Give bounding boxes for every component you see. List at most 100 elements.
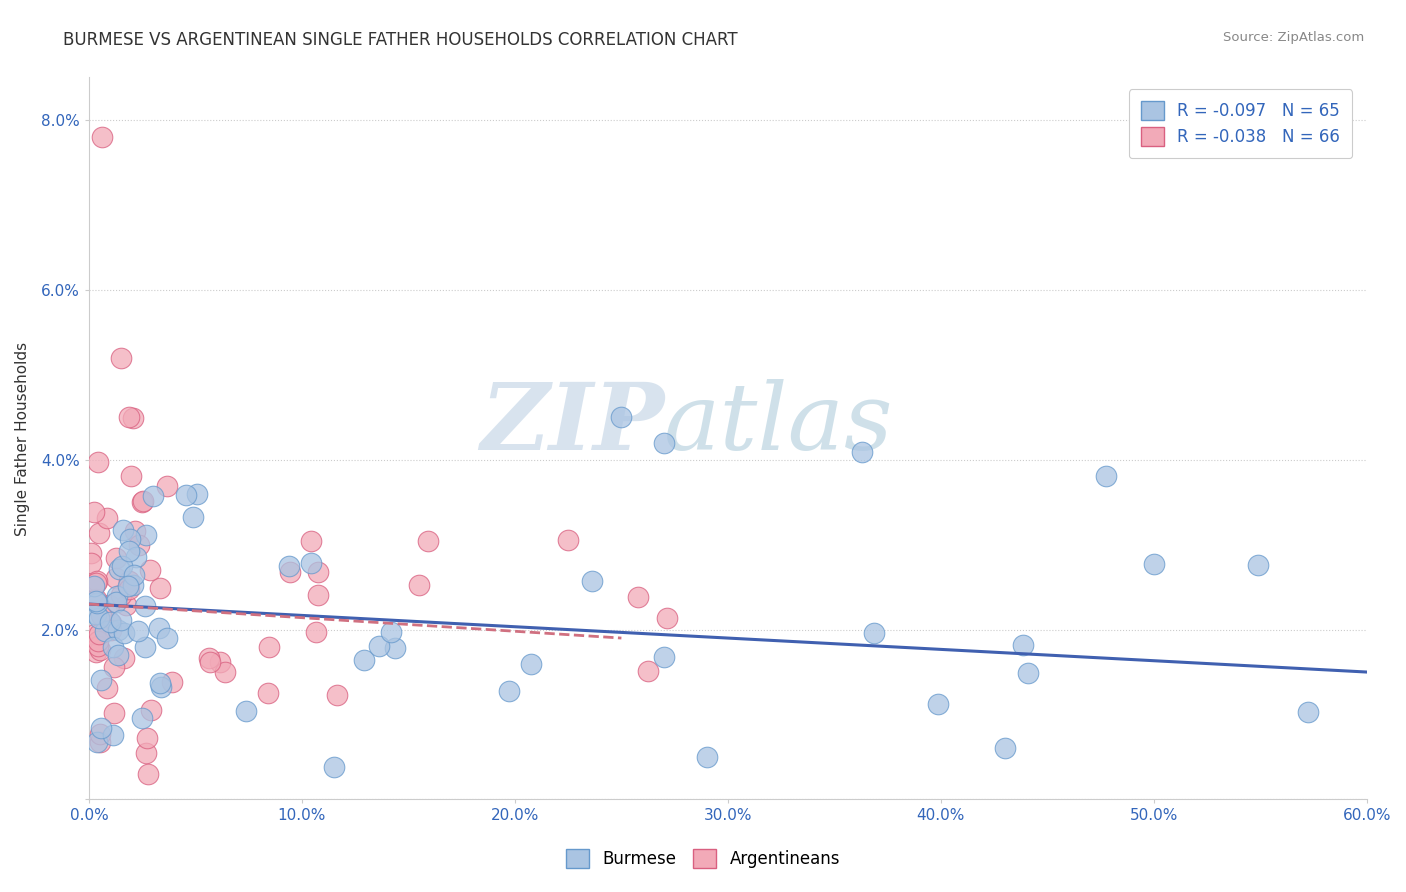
Point (89, 526, 111, 541)
Point (112, 625, 135, 640)
Point (115, 598, 138, 612)
Point (110, 351, 132, 365)
Point (138, 767, 160, 781)
Point (118, 410, 141, 425)
Point (148, 621, 170, 635)
Point (83, 505, 105, 519)
Point (90, 129, 112, 144)
Point (1143, 558, 1166, 572)
Point (87, 639, 110, 653)
Point (105, 595, 128, 609)
Point (927, 698, 949, 712)
Point (131, 711, 153, 725)
Point (520, 657, 543, 671)
Point (149, 676, 172, 690)
Point (87, 611, 110, 625)
Point (122, 578, 145, 592)
Point (94, 624, 117, 639)
Point (89, 727, 111, 741)
Point (305, 625, 328, 640)
Point (208, 656, 231, 670)
Point (107, 623, 129, 637)
Point (136, 731, 159, 746)
Point (307, 588, 329, 602)
Point (105, 551, 128, 566)
Point (84, 575, 107, 590)
Point (1012, 638, 1035, 652)
Point (408, 578, 430, 592)
Point (124, 524, 146, 538)
Point (142, 489, 165, 503)
Point (84, 594, 107, 608)
Y-axis label: Single Father Households: Single Father Households (15, 342, 30, 535)
Point (322, 760, 344, 774)
Point (118, 574, 141, 589)
Point (90, 721, 112, 735)
Point (135, 527, 157, 541)
Point (416, 534, 439, 549)
Point (118, 582, 141, 596)
Point (103, 659, 125, 673)
Point (384, 640, 406, 655)
Point (86, 592, 108, 607)
Point (627, 590, 650, 604)
Point (257, 640, 280, 654)
Legend: R = -0.097   N = 65, R = -0.038   N = 66: R = -0.097 N = 65, R = -0.038 N = 66 (1129, 89, 1353, 158)
Point (122, 410, 145, 425)
Point (84, 607, 107, 622)
Point (183, 509, 205, 524)
Point (174, 488, 197, 502)
Point (111, 523, 134, 537)
Point (160, 674, 183, 689)
Point (299, 556, 322, 570)
Point (1017, 666, 1039, 681)
Point (235, 704, 257, 718)
Point (134, 746, 156, 760)
Point (110, 613, 132, 627)
Point (186, 486, 208, 500)
Point (156, 631, 179, 645)
Point (86, 596, 108, 610)
Point (84, 627, 107, 641)
Point (131, 494, 153, 508)
Point (149, 680, 172, 694)
Point (110, 588, 132, 602)
Point (80, 546, 103, 560)
Point (108, 561, 131, 575)
Point (87, 455, 110, 469)
Point (557, 533, 579, 548)
Point (139, 703, 162, 717)
Point (100, 615, 122, 630)
Point (83, 579, 105, 593)
Point (134, 640, 156, 655)
Point (125, 549, 148, 564)
Point (120, 469, 142, 483)
Point (107, 648, 129, 662)
Point (214, 665, 236, 679)
Legend: Burmese, Argentineans: Burmese, Argentineans (560, 842, 846, 875)
Point (105, 589, 128, 603)
Point (127, 624, 149, 638)
Point (98, 598, 121, 612)
Point (89, 626, 111, 640)
Point (89, 643, 111, 657)
Point (111, 558, 134, 573)
Point (103, 640, 125, 655)
Point (307, 565, 329, 579)
Point (90, 608, 112, 623)
Point (84, 645, 107, 659)
Point (652, 435, 675, 450)
Point (652, 650, 675, 665)
Point (353, 653, 375, 667)
Point (128, 538, 150, 552)
Point (96, 681, 118, 695)
Point (87, 634, 110, 648)
Point (98, 615, 121, 629)
Text: Source: ZipAtlas.com: Source: ZipAtlas.com (1223, 31, 1364, 45)
Point (122, 568, 145, 582)
Text: ZIP: ZIP (479, 379, 664, 469)
Point (655, 611, 678, 625)
Point (104, 571, 127, 585)
Point (89, 735, 111, 749)
Point (100, 623, 122, 637)
